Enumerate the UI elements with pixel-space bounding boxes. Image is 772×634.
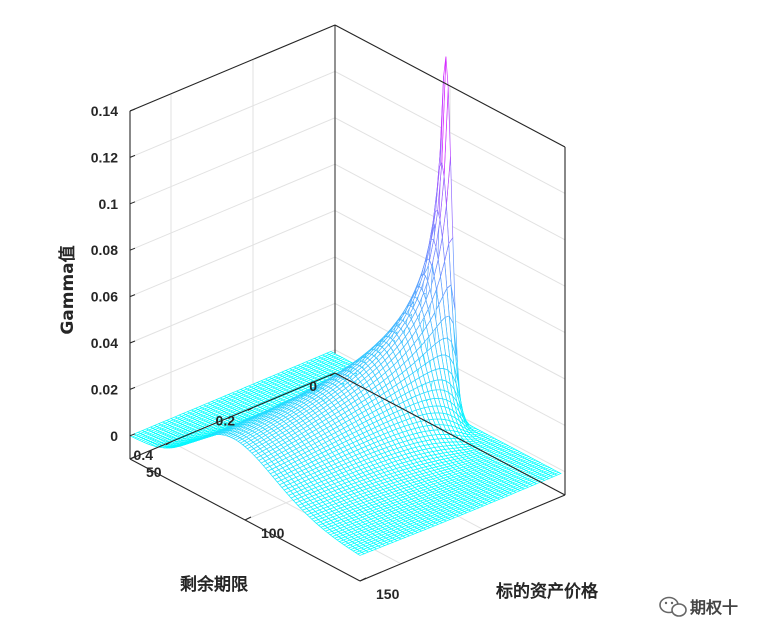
y-axis-label: 剩余期限 [180, 574, 248, 595]
x-axis-label: 标的资产价格 [496, 581, 599, 602]
watermark: 期权十 [659, 596, 738, 617]
z-tick-label: 0.1 [99, 196, 119, 212]
y-tick-label: 0.4 [134, 447, 154, 463]
gamma-surface [129, 56, 562, 556]
z-tick-label: 0.04 [91, 335, 118, 351]
x-tick [359, 577, 367, 582]
y-tick-label: 0 [309, 378, 317, 394]
z-tick-label: 0 [110, 428, 118, 444]
x-tick-label: 100 [261, 525, 285, 541]
x-tick-label: 150 [376, 586, 400, 602]
z-tick-label: 0.14 [91, 103, 118, 119]
z-tick-label: 0.08 [91, 242, 118, 258]
z-tick-label: 0.06 [91, 289, 118, 305]
z-tick-label: 0.02 [91, 381, 118, 397]
z-tick-label: 0.12 [91, 149, 118, 165]
wechat-icon [659, 596, 687, 617]
back-pane-left [130, 25, 335, 459]
x-tick-label: 50 [146, 464, 162, 480]
x-tick [244, 516, 252, 521]
z-axis-label: Gamma值 [57, 245, 78, 334]
y-tick-label: 0.2 [216, 412, 236, 428]
watermark-text: 期权十 [690, 598, 738, 617]
